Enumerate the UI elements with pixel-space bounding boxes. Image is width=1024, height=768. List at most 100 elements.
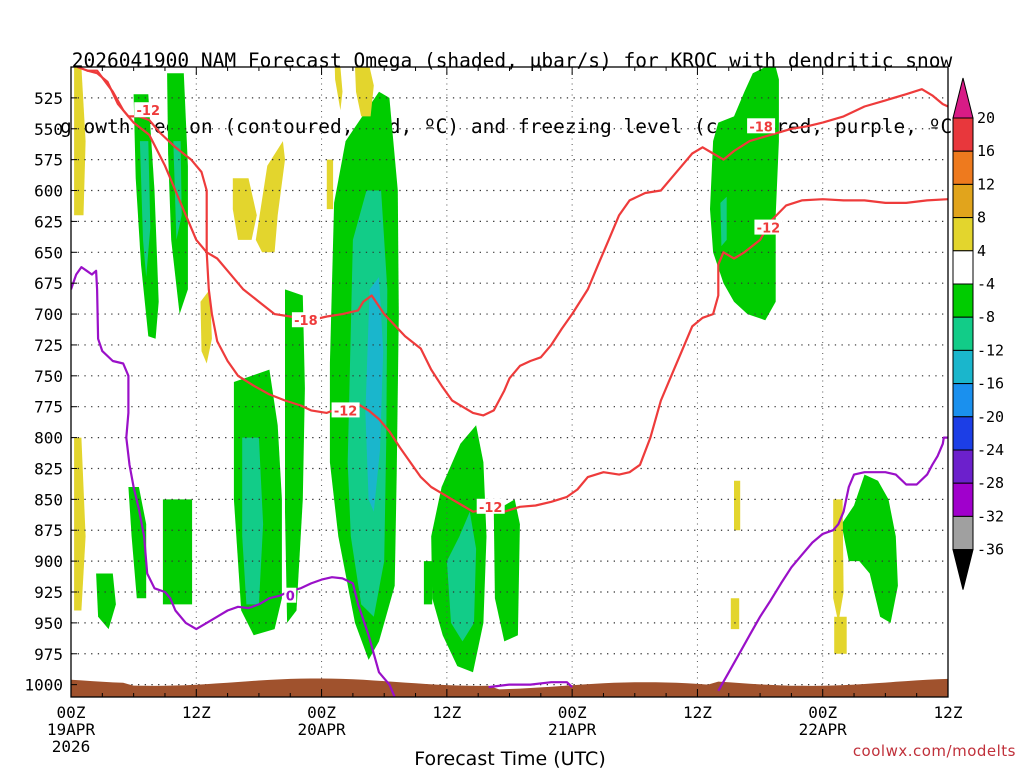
dgz-contour-label-3: -12	[479, 501, 503, 516]
y-tick-label-625: 625	[34, 212, 63, 231]
omega-region-12	[365, 277, 384, 512]
omega-region-1	[139, 141, 151, 277]
colorbar-label-10: -24	[977, 441, 1004, 459]
y-tick-label-600: 600	[34, 182, 63, 201]
credit-text: coolwx.com/modelts	[853, 742, 1016, 760]
chart-title-line-1: 2026041900 NAM Forecast Omega (shaded, μ…	[71, 49, 953, 72]
colorbar-box-5	[952, 250, 974, 285]
omega-region-25	[326, 159, 334, 210]
colorbar-box-1	[952, 117, 974, 152]
omega-shading	[74, 67, 898, 673]
x-tick-label-0-0: 00Z	[57, 703, 86, 722]
freezing-level-contour-seg-1	[717, 436, 948, 692]
x-tick-label-2-0: 00Z	[307, 703, 336, 722]
x-tick-label-0-1: 19APR	[47, 720, 96, 739]
dgz-contour-label-2-bg	[331, 402, 360, 418]
dgz-contour-label-2: -12	[334, 404, 358, 419]
y-tick-label-775: 775	[34, 398, 63, 417]
y-tick-label-550: 550	[34, 120, 63, 139]
freezing-level-label-bg	[284, 587, 297, 603]
omega-region-29	[730, 598, 740, 630]
y-tick-label-825: 825	[34, 459, 63, 478]
omega-region-17	[710, 67, 779, 321]
x-tick-label-3-0: 12Z	[432, 703, 461, 722]
y-tick-label-675: 675	[34, 274, 63, 293]
omega-region-9	[285, 289, 305, 623]
dgz-contour-label-5: -12	[757, 222, 781, 237]
colorbar-label-9: -20	[977, 408, 1004, 426]
omega-region-24	[200, 289, 212, 364]
y-tick-label-850: 850	[34, 490, 63, 509]
x-tick-label-5-0: 12Z	[683, 703, 712, 722]
freezing-level-contour-main	[71, 266, 396, 697]
y-tick-label-725: 725	[34, 336, 63, 355]
colorbar-label-8: -16	[977, 375, 1004, 393]
y-tick-label-875: 875	[34, 521, 63, 540]
omega-region-18	[720, 196, 727, 247]
dgz-contour-label-4: -18	[749, 120, 773, 135]
y-tick-label-800: 800	[34, 429, 63, 448]
colorbar-box-8	[952, 349, 974, 385]
x-tick-label-2-1: 20APR	[297, 720, 346, 739]
x-tick-label-0-2: 2026	[52, 737, 91, 756]
x-tick-label-1-0: 12Z	[182, 703, 211, 722]
y-tick-label-700: 700	[34, 305, 63, 324]
y-tick-label-750: 750	[34, 367, 63, 386]
colorbar-label-12: -32	[977, 507, 1004, 525]
dgz-contour-label-1-bg	[291, 312, 320, 328]
colorbar-label-13: -36	[977, 541, 1004, 559]
y-axis-ticks: 525 550 575 600 625 650 675 700 725 750 775 800 825 8…	[24, 89, 77, 695]
colorbar-top-triangle	[952, 77, 974, 119]
colorbar-box-10	[952, 416, 974, 451]
omega-region-6	[96, 573, 116, 630]
colorbar-box-6	[952, 283, 974, 318]
colorbar-box-7	[952, 316, 974, 351]
omega-region-20	[355, 67, 374, 117]
colorbar-label-6: -8	[977, 308, 995, 326]
colorbar-label-7: -12	[977, 341, 1004, 359]
omega-region-5	[162, 499, 193, 605]
omega-region-22	[255, 141, 285, 253]
grid-lines	[71, 67, 948, 697]
y-tick-label-975: 975	[34, 645, 63, 664]
y-tick-label-925: 925	[34, 583, 63, 602]
colorbar-box-9	[952, 383, 974, 418]
x-tick-label-7-0: 12Z	[934, 703, 963, 722]
dgz-contour-label-0: -12	[137, 104, 161, 119]
dgz-contour--18-0	[86, 69, 948, 417]
omega-region-19	[841, 474, 898, 623]
dgz-contour-label-5-bg	[754, 219, 783, 235]
y-tick-label-575: 575	[34, 151, 63, 170]
dgz-contour-label-4-bg	[747, 118, 776, 134]
colorbar-label-3: 8	[977, 209, 986, 227]
colorbar-box-11	[952, 449, 974, 484]
omega-region-28	[734, 480, 741, 531]
y-tick-label-950: 950	[34, 614, 63, 633]
omega-region-3	[173, 141, 182, 240]
x-tick-label-6-1: 22APR	[799, 720, 848, 739]
omega-region-4	[128, 487, 147, 599]
y-tick-label-1000: 1000	[24, 676, 63, 695]
colorbar-box-13	[952, 515, 974, 551]
contour-lines: -12 -18 -12 -12 -18 -12 0	[71, 67, 948, 697]
x-tick-label-4-0: 00Z	[558, 703, 587, 722]
colorbar-label-11: -28	[977, 474, 1004, 492]
dgz-contour-label-1: -18	[294, 314, 318, 329]
x-axis-label: Forecast Time (UTC)	[414, 748, 605, 768]
colorbar-box-4	[952, 217, 974, 252]
dgz-contour--12-1	[76, 67, 948, 513]
colorbar-label-5: -4	[977, 275, 995, 293]
y-tick-label-900: 900	[34, 552, 63, 571]
colorbar-box-3	[952, 183, 974, 219]
omega-region-27	[74, 437, 86, 611]
omega-region-8	[242, 437, 264, 605]
omega-region-14	[446, 511, 477, 642]
colorbar-label-4: 4	[977, 242, 986, 260]
omega-region-26	[74, 67, 86, 216]
omega-region-21	[334, 67, 343, 111]
omega-region-31	[834, 616, 847, 654]
terrain-ground	[71, 678, 948, 697]
omega-region-15	[493, 499, 520, 642]
